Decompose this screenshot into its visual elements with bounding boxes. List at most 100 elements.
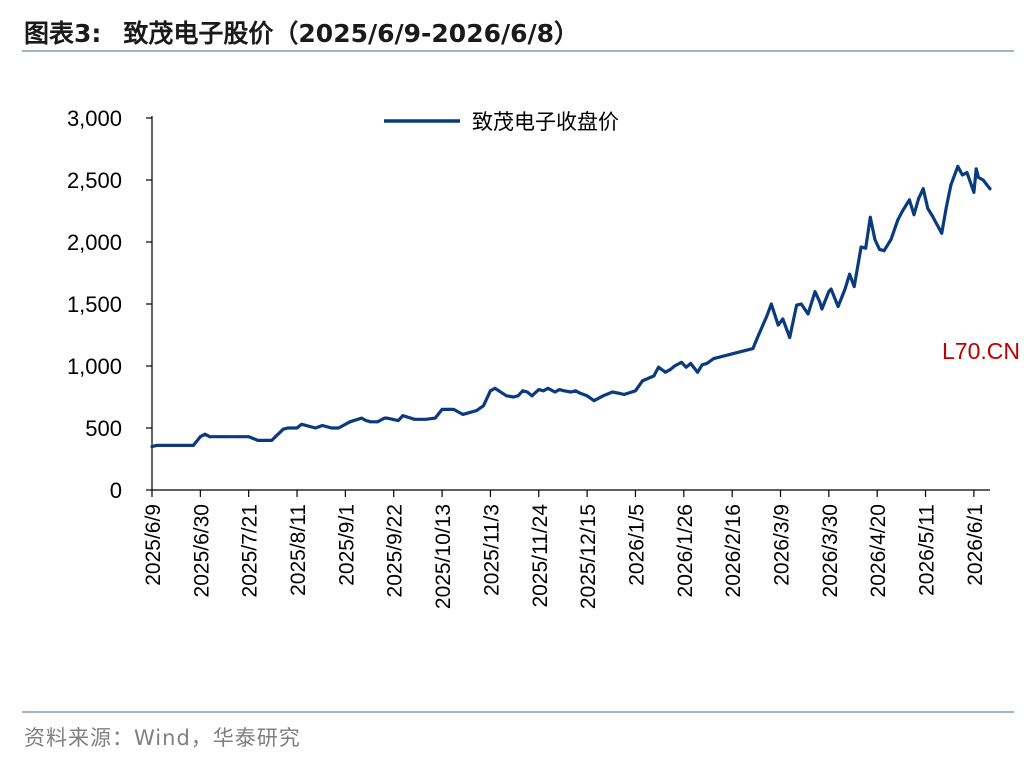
data-point <box>265 439 269 442</box>
data-point <box>696 370 699 374</box>
data-point <box>882 249 886 253</box>
data-point <box>525 390 529 394</box>
data-point <box>440 408 444 411</box>
data-point <box>776 323 780 327</box>
data-point <box>977 176 980 179</box>
data-point <box>360 416 363 420</box>
data-point <box>806 312 810 316</box>
data-point <box>705 362 709 365</box>
data-point <box>926 207 930 210</box>
data-point <box>940 231 944 235</box>
data-point <box>859 245 863 249</box>
data-point <box>684 365 688 369</box>
x-tick-label: 2025/8/11 <box>287 504 310 596</box>
data-point <box>836 305 840 308</box>
data-point <box>295 426 299 430</box>
data-point <box>611 390 614 394</box>
data-point <box>657 365 660 369</box>
data-point <box>447 408 451 411</box>
data-point <box>827 290 831 293</box>
data-point <box>908 198 911 202</box>
data-point <box>873 238 877 241</box>
data-point <box>622 393 626 396</box>
series-line <box>150 164 992 449</box>
data-point <box>461 413 465 416</box>
data-point <box>376 420 379 424</box>
y-tick-label: 1,500 <box>67 292 122 317</box>
data-point <box>337 426 340 430</box>
x-tick-label: 2026/6/1 <box>964 504 987 586</box>
data-point <box>238 435 241 439</box>
data-point <box>781 317 785 321</box>
data-point <box>286 426 290 430</box>
data-point <box>452 408 455 411</box>
data-point <box>493 386 497 390</box>
x-tick-label: 2025/10/13 <box>432 504 455 609</box>
data-point <box>385 416 389 420</box>
chart-series <box>150 164 992 449</box>
data-point <box>247 435 251 439</box>
data-point <box>203 432 207 436</box>
x-tick-label: 2026/3/9 <box>771 504 794 586</box>
data-point <box>901 209 904 213</box>
x-tick-label: 2026/5/11 <box>916 504 939 596</box>
x-tick-label: 2025/9/1 <box>335 504 358 586</box>
x-tick-label: 2025/12/15 <box>577 504 600 609</box>
data-point <box>813 290 817 293</box>
data-point <box>574 389 577 393</box>
data-point <box>155 444 159 447</box>
data-point <box>512 395 515 399</box>
data-point <box>965 171 969 175</box>
x-tick-label: 2025/7/21 <box>239 504 262 597</box>
data-point <box>981 178 985 182</box>
y-tick-label: 500 <box>85 416 122 441</box>
data-point <box>700 363 704 367</box>
data-point <box>956 165 960 168</box>
data-point <box>558 388 561 391</box>
data-point <box>765 315 769 318</box>
x-tick-label: 2025/6/9 <box>142 504 165 586</box>
data-point <box>664 370 667 374</box>
data-point <box>988 187 992 191</box>
source-note: 资料来源：Wind，华泰研究 <box>24 726 301 750</box>
data-point <box>974 167 978 171</box>
x-tick-label: 2026/4/20 <box>867 504 890 597</box>
data-point <box>562 389 566 393</box>
x-tick-label: 2025/11/24 <box>529 504 552 608</box>
data-point <box>617 391 621 395</box>
x-tick-label: 2026/3/30 <box>819 504 842 597</box>
data-point <box>795 303 798 307</box>
data-point <box>553 390 557 394</box>
data-point <box>256 439 260 442</box>
data-point <box>482 404 485 408</box>
data-point <box>896 218 900 222</box>
data-point <box>208 435 212 439</box>
data-point <box>668 368 672 372</box>
data-point <box>652 374 656 378</box>
data-point <box>961 173 964 177</box>
watermark-text: L70.CN <box>942 338 1020 364</box>
data-point <box>634 389 637 393</box>
x-tick-label: 2025/11/3 <box>480 504 503 596</box>
data-point <box>330 426 333 430</box>
data-point <box>516 394 520 398</box>
data-point <box>150 445 154 448</box>
data-point <box>680 360 683 364</box>
figure-number: 图表3: <box>24 19 102 48</box>
data-point <box>424 417 428 421</box>
data-point <box>949 183 953 187</box>
data-point <box>931 214 934 218</box>
data-point <box>281 427 285 431</box>
data-point <box>413 417 416 421</box>
data-point <box>878 248 881 251</box>
x-tick-label: 2026/2/16 <box>722 504 745 597</box>
data-point <box>348 420 352 424</box>
data-point <box>868 215 872 219</box>
x-tick-label: 2026/1/5 <box>625 504 648 586</box>
data-point <box>912 213 916 217</box>
legend-label: 致茂电子收盘价 <box>472 111 619 134</box>
y-tick-label: 2,500 <box>67 168 122 193</box>
x-tick-label: 2025/9/22 <box>384 504 407 597</box>
figure-title-text: 致茂电子股价（2025/6/9-2026/6/8） <box>123 19 580 48</box>
